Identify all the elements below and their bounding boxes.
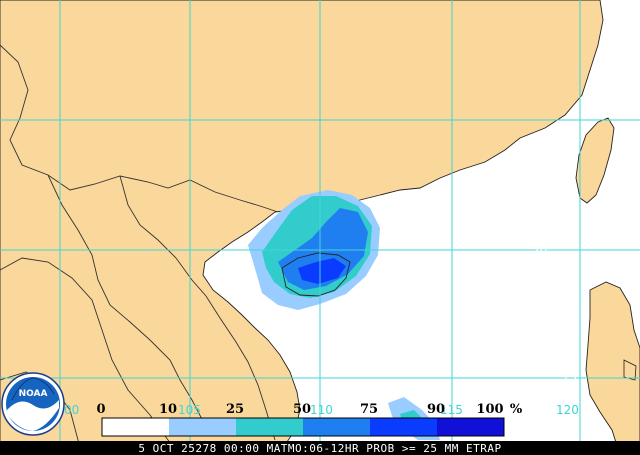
legend-tick: 0 bbox=[96, 402, 105, 417]
border-line bbox=[47, 174, 206, 426]
lon-label: 115 bbox=[440, 403, 463, 417]
legend-tick: 100 bbox=[476, 402, 503, 417]
map-caption: 5 OCT 25278 00:00 MATMO:06-12HR PROB >= … bbox=[138, 442, 501, 455]
caption-bar bbox=[0, 441, 640, 455]
border-line bbox=[0, 44, 279, 213]
hainan-coastline bbox=[281, 252, 351, 297]
legend-swatch bbox=[102, 418, 169, 436]
lon-label: 110 bbox=[310, 403, 333, 417]
precip-deep-zone bbox=[298, 258, 346, 284]
small-island bbox=[623, 359, 637, 381]
lon-label: 120 bbox=[556, 403, 579, 417]
border-line bbox=[119, 175, 276, 441]
logo-text: NOAA bbox=[19, 389, 48, 399]
legend-swatch bbox=[169, 418, 236, 436]
legend-swatch bbox=[370, 418, 437, 436]
legend-frame bbox=[101, 417, 505, 437]
legend-swatch bbox=[437, 418, 504, 436]
legend: 0 10 25 50 75 90 100 % bbox=[96, 402, 523, 437]
legend-tick: 90 bbox=[427, 402, 445, 417]
legend-tick: 10 bbox=[159, 402, 177, 417]
logo-wave bbox=[7, 400, 59, 431]
lat-label: 15 bbox=[562, 371, 577, 385]
legend-unit: % bbox=[510, 402, 523, 417]
lat-label: 25 bbox=[560, 119, 575, 133]
legend-tick: 25 bbox=[226, 402, 244, 417]
legend-tick: 50 bbox=[293, 402, 311, 417]
lat-label: 20 bbox=[532, 244, 547, 258]
lon-label: 105 bbox=[178, 403, 201, 417]
noaa-logo: NOAA bbox=[1, 372, 65, 436]
legend-tick: 75 bbox=[360, 402, 378, 417]
luzon-island bbox=[585, 281, 640, 455]
legend-swatch bbox=[236, 418, 303, 436]
legend-swatch bbox=[303, 418, 370, 436]
legend-swatches bbox=[102, 418, 504, 436]
lon-label: 00 bbox=[64, 403, 79, 417]
